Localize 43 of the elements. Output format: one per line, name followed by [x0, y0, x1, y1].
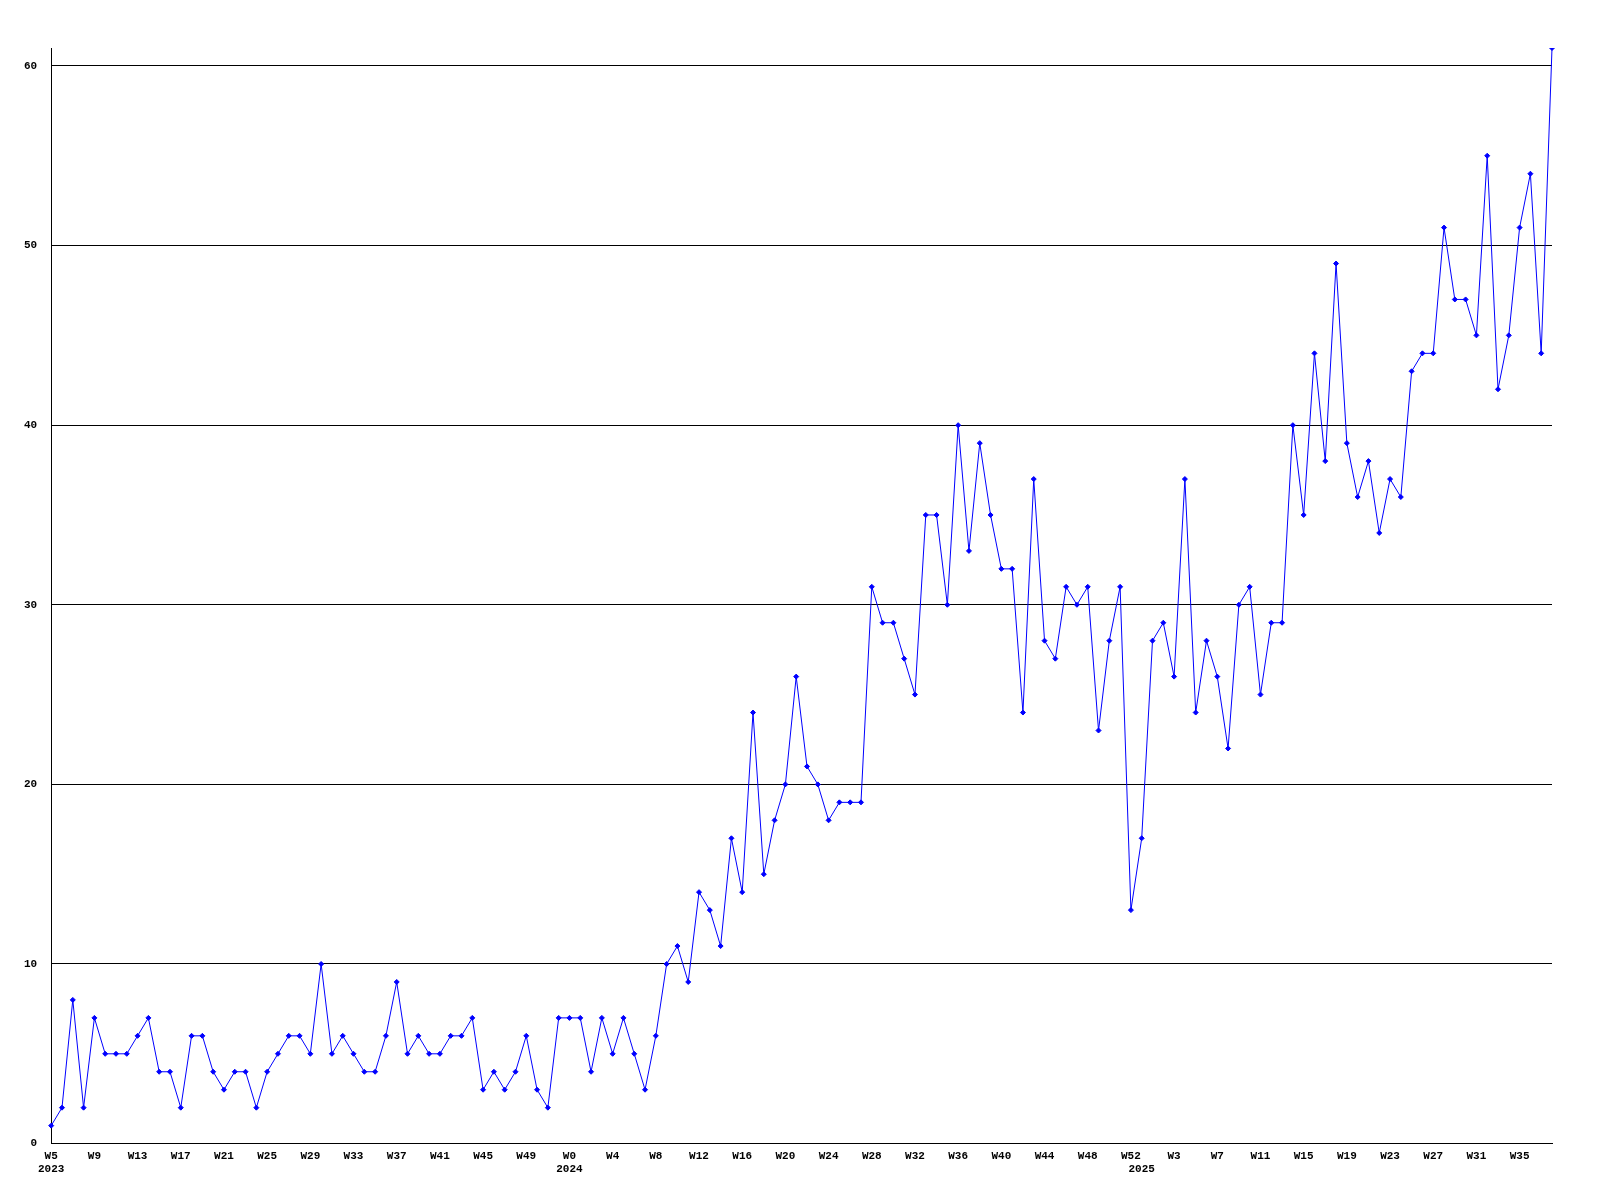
x-tick-label: W33: [343, 1149, 364, 1162]
x-tick-label: W3: [1167, 1149, 1182, 1162]
x-tick-label: 2025: [1128, 1163, 1156, 1176]
x-tick-label: W11: [1250, 1149, 1271, 1162]
x-tick-label: W44: [1034, 1149, 1055, 1162]
x-tick-label: W17: [170, 1149, 191, 1162]
x-tick-label: W32: [905, 1149, 925, 1162]
y-tick-label: 60: [24, 59, 38, 72]
x-tick-label: W29: [300, 1149, 321, 1162]
x-tick-label: W40: [991, 1149, 1012, 1162]
x-tick-label: W35: [1509, 1149, 1530, 1162]
x-tick-label: W5 2023: [38, 1149, 65, 1176]
y-tick-label: 50: [24, 239, 38, 252]
x-tick-label: W8: [649, 1149, 663, 1162]
x-tick-label: W48: [1077, 1149, 1099, 1162]
x-tick-label: W7: [1210, 1149, 1224, 1162]
x-tick-label: W12: [689, 1149, 709, 1162]
x-tick-label: W0 2024: [556, 1149, 584, 1176]
x-tick-label: W25: [257, 1149, 278, 1162]
x-tick-label: W4: [606, 1149, 620, 1162]
x-tick-label: W27: [1423, 1149, 1444, 1162]
x-tick-label: W49: [516, 1149, 537, 1162]
x-tick-label: W52: [1121, 1149, 1141, 1162]
y-tick-label: 30: [24, 598, 38, 611]
x-tick-label: W36: [948, 1149, 969, 1162]
x-tick-label: W41: [429, 1149, 451, 1162]
y-tick-label: 0: [30, 1137, 38, 1150]
x-tick-label: W19: [1336, 1149, 1357, 1162]
x-tick-label: W31: [1466, 1149, 1487, 1162]
x-tick-label: W13: [127, 1149, 148, 1162]
x-tick-label: W23: [1380, 1149, 1401, 1162]
y-tick-label: 40: [24, 418, 38, 431]
y-tick-label: 20: [24, 778, 38, 791]
x-tick-label: W15: [1293, 1149, 1314, 1162]
x-tick-label: W37: [386, 1149, 407, 1162]
x-tick-label: W45: [473, 1149, 494, 1162]
x-tick-label: W9: [87, 1149, 101, 1162]
y-tick-label: 10: [24, 957, 38, 970]
x-tick-label: W21: [214, 1149, 235, 1162]
x-tick-label: W20: [775, 1149, 796, 1162]
x-tick-label: W16: [732, 1149, 753, 1162]
x-tick-label: W28: [861, 1149, 883, 1162]
x-tick-label: W24: [818, 1149, 839, 1162]
